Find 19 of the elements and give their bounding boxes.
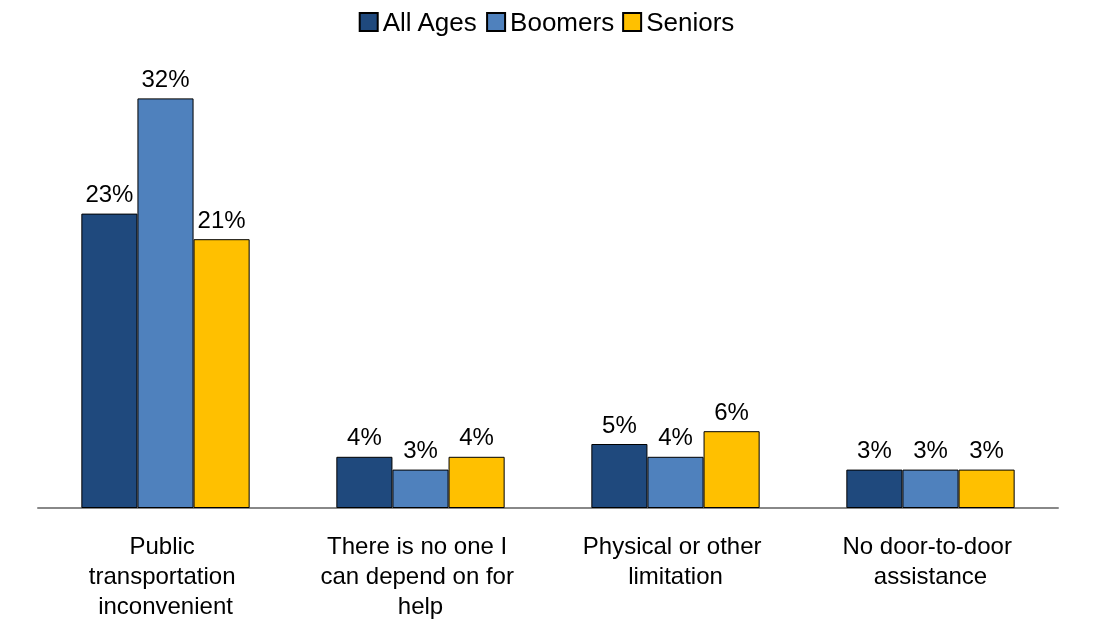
data-label: 21% — [197, 205, 246, 233]
x-tick-label: Physical or other limitation — [582, 531, 769, 589]
data-label: 3% — [857, 436, 892, 464]
data-label: 3% — [913, 436, 948, 464]
legend-label: Seniors — [646, 7, 735, 37]
x-tick-label: No door-to-door assistance — [842, 531, 1019, 589]
data-label: 4% — [459, 423, 494, 451]
legend-label: All Ages — [382, 7, 477, 37]
x-tick-label: Public transportation inconvenient — [88, 531, 243, 619]
data-label: 23% — [85, 180, 134, 208]
data-label: 4% — [347, 423, 382, 451]
data-label: 6% — [714, 397, 749, 425]
data-label: 32% — [141, 64, 190, 92]
data-label: 4% — [658, 423, 693, 451]
data-label: 3% — [969, 436, 1004, 464]
data-label: 3% — [403, 436, 438, 464]
data-label: 5% — [602, 410, 637, 438]
x-tick-label: There is no one I can depend on for help — [320, 531, 521, 619]
legend-label: Boomers — [510, 7, 615, 37]
